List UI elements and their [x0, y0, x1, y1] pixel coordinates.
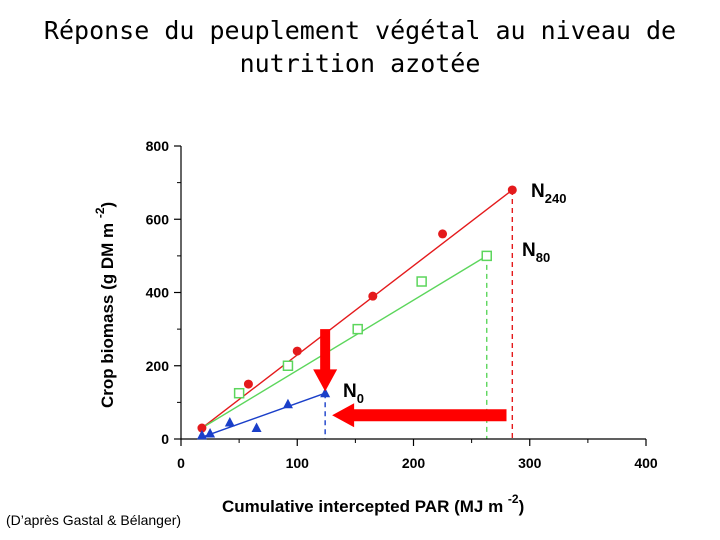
data-points	[196, 185, 517, 440]
point-n240	[197, 423, 207, 433]
point-n240	[292, 346, 302, 356]
point-n80	[481, 250, 492, 262]
y-tick-label: 400	[146, 285, 170, 301]
title-line-1: Réponse du peuplement végétal au niveau …	[43, 16, 677, 45]
fit-line-n80	[201, 255, 488, 429]
series-label-n0: N0	[343, 381, 364, 406]
point-n240	[438, 229, 448, 239]
arrow-down	[313, 329, 338, 392]
point-n0	[196, 429, 207, 440]
y-tick-label: 800	[146, 138, 170, 154]
point-n80	[233, 387, 245, 399]
x-axis-label: Cumulative intercepted PAR (MJ m -2)	[222, 492, 524, 516]
point-n0	[224, 417, 235, 427]
point-n80	[352, 323, 363, 335]
x-tick-label: 300	[518, 455, 542, 471]
point-n0	[320, 387, 331, 398]
fit-lines	[201, 189, 513, 438]
arrow-left	[332, 403, 507, 428]
x-tick-label: 200	[402, 455, 426, 471]
fit-line-n0	[201, 392, 326, 438]
y-tick-label: 0	[161, 431, 169, 447]
axes: 0 200 400 600 800 0 100 200 300 400	[146, 138, 658, 471]
y-axis-label: Crop biomass (g DM m -2)	[93, 202, 117, 408]
y-tick-label: 600	[146, 211, 170, 227]
series-label-n80: N80	[522, 240, 550, 265]
source-credit: (D’après Gastal & Bélanger)	[6, 512, 182, 528]
point-n80	[416, 276, 427, 287]
x-tick-label: 400	[634, 455, 658, 471]
point-n0	[282, 398, 293, 409]
annotation-arrows	[313, 329, 507, 428]
drop-lines	[324, 189, 514, 439]
point-n240	[368, 291, 378, 301]
y-tick-label: 200	[146, 358, 170, 374]
point-n240	[507, 185, 517, 195]
title-line-2: nutrition azotée	[239, 49, 481, 78]
fit-line-n240	[201, 189, 513, 429]
x-tick-label: 0	[177, 455, 185, 471]
x-tick-label: 100	[286, 455, 310, 471]
point-n80	[282, 360, 294, 371]
slide-title: Réponse du peuplement végétal au niveau …	[0, 14, 720, 80]
point-n0	[205, 428, 216, 438]
series-label-n240: N240	[531, 181, 566, 206]
point-n0	[251, 422, 262, 433]
point-n240	[243, 379, 253, 389]
